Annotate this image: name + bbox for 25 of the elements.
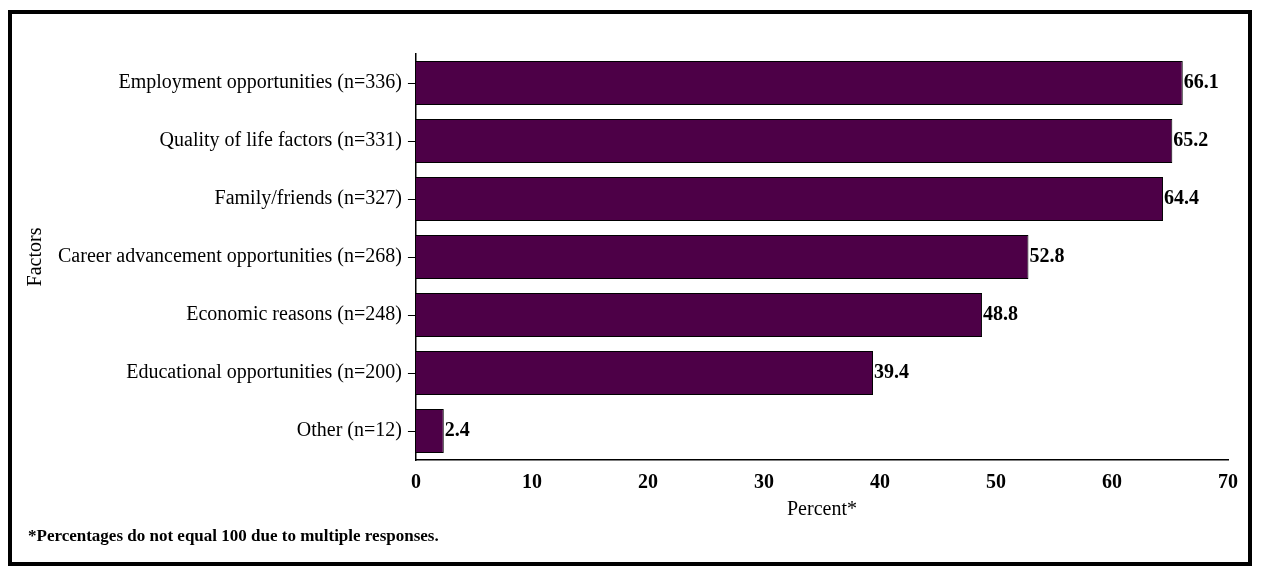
data-label: 65.2 (1173, 128, 1209, 151)
data-label: 52.8 (1029, 244, 1065, 267)
x-tick-label: 60 (1101, 470, 1122, 493)
y-tick-label: Career advancement opportunities (n=268) (58, 244, 402, 268)
x-tick-label: 10 (521, 470, 542, 493)
x-tick-label: 70 (1218, 470, 1238, 493)
x-tick-label: 30 (753, 470, 774, 493)
y-tick-label: Other (n=12) (296, 418, 402, 442)
text: *Percentages do not equal 100 due to multiple responses. (27, 526, 440, 546)
data-label: 2.4 (444, 418, 470, 441)
y-tick-label: Quality of life factors (n=331) (159, 128, 402, 152)
x-tick-label: 40 (869, 470, 890, 493)
y-tick-label: Employment opportunities (n=336) (118, 70, 402, 94)
x-axis-title: Percent* (786, 497, 857, 520)
x-tick-label: 50 (985, 470, 1006, 493)
y-tick-label: Economic reasons (n=248) (186, 302, 402, 326)
x-tick-label: 0 (410, 470, 421, 493)
data-label: 39.4 (874, 360, 910, 383)
data-label: 66.1 (1183, 70, 1219, 93)
data-label: 64.4 (1164, 186, 1200, 209)
y-axis-title: Factors (23, 227, 46, 287)
data-label: 48.8 (983, 302, 1019, 325)
y-tick-label: Educational opportunities (n=200) (126, 360, 402, 384)
x-tick-label: 20 (637, 470, 658, 493)
y-tick-label: Family/friends (n=327) (214, 186, 402, 210)
